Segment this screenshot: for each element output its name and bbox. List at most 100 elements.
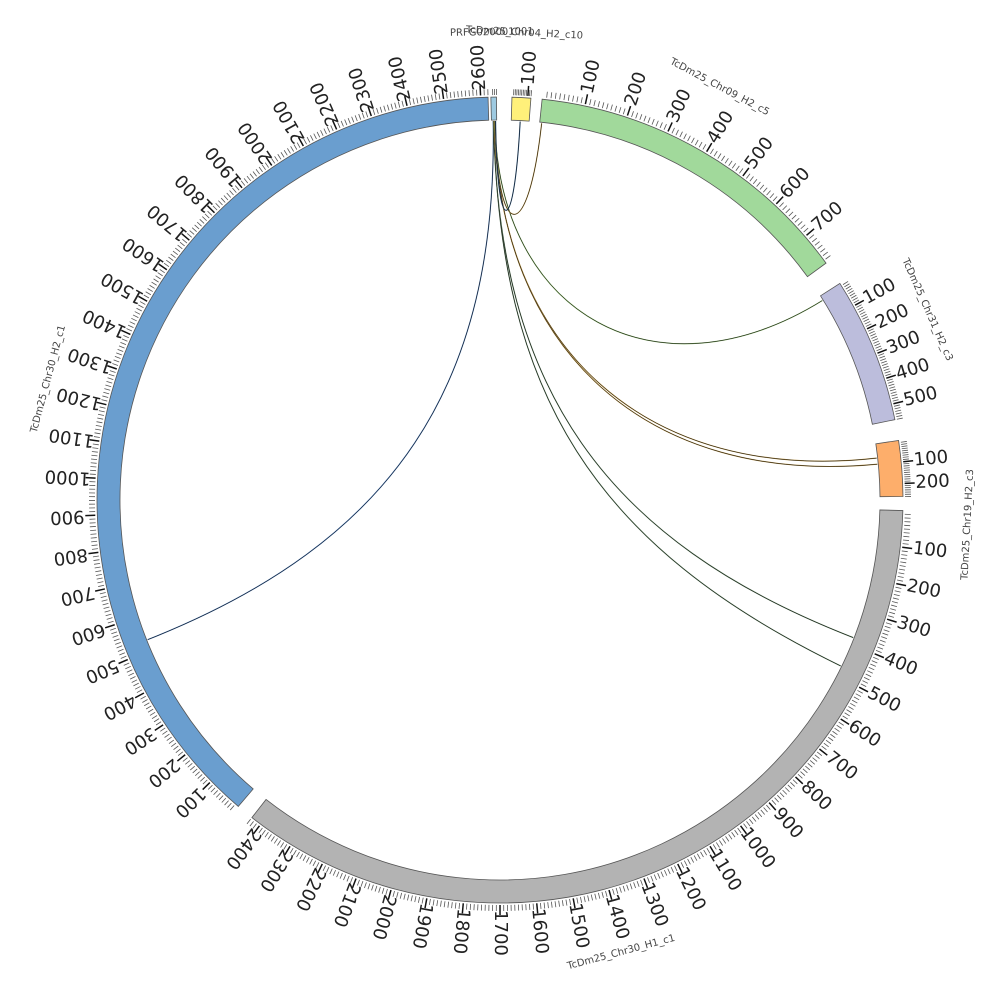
tick-label: 800 (52, 544, 89, 569)
minor-tick (330, 125, 334, 132)
minor-tick (186, 233, 193, 238)
tick-label: 300 (884, 327, 924, 359)
minor-tick (838, 721, 844, 726)
minor-tick (859, 311, 866, 315)
minor-tick (367, 883, 371, 890)
minor-tick (153, 278, 159, 283)
minor-tick (115, 641, 121, 645)
minor-tick (883, 368, 890, 372)
labels-layer: TcDm25_Chr09_H2_c5TcDm25_Chr31_H2_c3TcDm… (28, 25, 976, 973)
minor-tick (606, 103, 609, 110)
minor-tick (869, 330, 875, 335)
minor-tick (446, 92, 448, 99)
minor-tick (365, 111, 369, 118)
minor-tick (249, 821, 254, 827)
minor-tick (249, 173, 254, 179)
tick-label: 1500 (564, 901, 593, 950)
minor-tick (316, 131, 321, 138)
major-tick (874, 653, 885, 659)
minor-tick (234, 185, 240, 191)
minor-tick (700, 851, 704, 858)
minor-tick (857, 690, 863, 694)
minor-tick (280, 152, 285, 158)
minor-tick (283, 844, 288, 850)
segment-3 (251, 509, 904, 904)
minor-tick (153, 718, 160, 723)
minor-tick (127, 324, 134, 329)
minor-tick (226, 192, 232, 198)
minor-tick (246, 175, 252, 182)
minor-tick (766, 804, 771, 810)
minor-tick (828, 736, 834, 742)
minor-tick (896, 415, 903, 418)
tick-label: 500 (82, 655, 122, 688)
major-tick (404, 95, 408, 106)
minor-tick (92, 447, 99, 449)
minor-tick (315, 862, 320, 868)
minor-tick (809, 760, 815, 765)
minor-tick (597, 101, 600, 108)
link-outline (147, 121, 494, 640)
minor-tick (191, 227, 197, 232)
minor-tick (590, 894, 593, 901)
minor-tick (873, 656, 879, 660)
tick-label: 2300 (255, 845, 297, 895)
minor-tick (447, 901, 450, 908)
minor-tick (618, 107, 622, 114)
minor-tick (204, 213, 210, 219)
minor-tick (246, 818, 251, 825)
minor-tick (725, 836, 730, 842)
minor-tick (663, 124, 667, 130)
minor-tick (631, 111, 634, 118)
minor-tick (458, 902, 461, 909)
minor-tick (894, 590, 901, 593)
minor-tick (821, 745, 827, 751)
minor-tick (407, 894, 410, 901)
link (494, 121, 878, 468)
major-tick (572, 898, 576, 909)
minor-tick (540, 902, 542, 909)
tick-label: 2200 (306, 79, 344, 129)
minor-tick (766, 190, 771, 196)
minor-tick (379, 106, 383, 113)
major-tick (89, 438, 100, 442)
minor-tick (629, 883, 633, 890)
minor-tick (823, 742, 829, 748)
minor-tick (95, 573, 102, 576)
minor-tick (886, 378, 893, 382)
minor-tick (844, 712, 850, 717)
minor-tick (811, 237, 818, 243)
minor-tick (887, 381, 894, 384)
minor-tick (131, 679, 138, 683)
minor-tick (126, 669, 133, 673)
minor-tick (196, 221, 202, 227)
minor-tick (636, 880, 640, 887)
minor-tick (287, 148, 291, 154)
tick-label: 1300 (65, 343, 115, 378)
tick-label: 600 (69, 619, 108, 650)
minor-tick (569, 898, 572, 905)
minor-tick (731, 163, 737, 169)
minor-tick (390, 103, 394, 110)
minor-tick (580, 97, 583, 104)
minor-tick (302, 855, 307, 861)
minor-tick (822, 251, 829, 256)
minor-tick (95, 424, 102, 427)
minor-tick (410, 895, 413, 902)
minor-tick (105, 613, 112, 617)
minor-tick (898, 568, 906, 571)
minor-tick (683, 133, 687, 140)
minor-tick (101, 399, 108, 402)
minor-tick (168, 256, 174, 261)
minor-tick (91, 454, 98, 457)
minor-tick (797, 773, 803, 779)
minor-tick (674, 865, 678, 872)
minor-tick (851, 699, 858, 704)
minor-tick (383, 105, 386, 112)
minor-tick (212, 205, 218, 211)
minor-tick (134, 311, 141, 315)
minor-tick (842, 281, 849, 285)
major-tick (626, 105, 632, 116)
minor-tick (891, 601, 898, 604)
minor-tick (179, 241, 185, 247)
